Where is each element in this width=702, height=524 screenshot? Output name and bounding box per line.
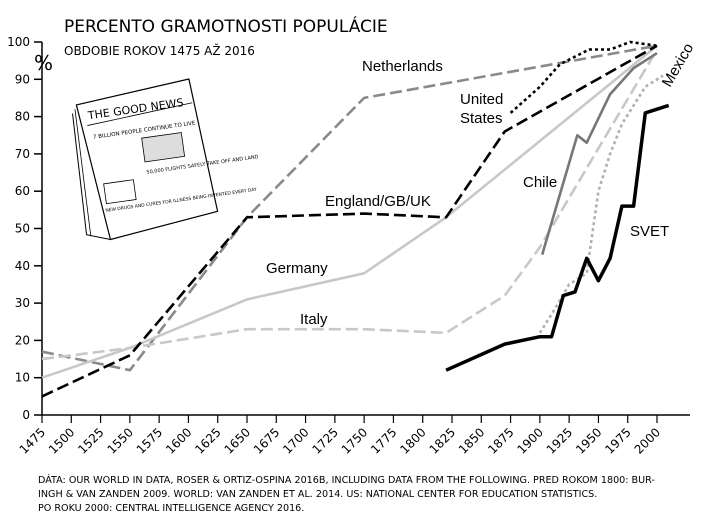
x-tick-label: 1475 [17,425,48,456]
label-mexico: Mexico [659,40,697,90]
y-tick-label: 10 [15,371,30,385]
x-tick-label: 1600 [163,425,194,456]
x-tick-label: 1750 [339,425,370,456]
x-tick-label: 1925 [544,425,575,456]
x-tick-label: 1625 [192,425,223,456]
y-tick-label: 100 [7,35,30,49]
label-netherlands: Netherlands [362,58,443,75]
y-tick-label: 50 [15,222,30,236]
label-united-states: United States [460,91,503,127]
chart-title: PERCENTO GRAMOTNOSTI POPULÁCIE [64,15,388,37]
series-line-united-states [509,40,658,114]
x-tick-label: 1800 [397,425,428,456]
series-lines [41,40,670,398]
label-svet: SVET [630,223,669,240]
x-tick-label: 1850 [456,425,487,456]
y-tick-label: 90 [15,72,30,86]
y-tick-label: 40 [15,259,30,273]
y-tick-label: 60 [15,184,30,198]
y-tick-label: 70 [15,147,30,161]
x-tick-label: 1725 [309,425,340,456]
x-tick-label: 1875 [485,425,516,456]
series-line-england-gb-uk [41,44,658,398]
x-tick-label: 1575 [134,425,165,456]
x-tick-label: 1975 [602,425,633,456]
y-tick-label: 20 [15,333,30,347]
label-chile: Chile [523,174,557,191]
x-tick-label: 1500 [46,425,77,456]
series-line-germany [41,44,658,379]
y-axis-label: % [34,51,53,75]
source-line-2: INGH & VAN ZANDEN 2009. WORLD: VAN ZANDE… [38,489,597,500]
x-tick-label: 1550 [104,425,135,456]
x-tick-label: 2000 [632,425,663,456]
x-tick-label: 1650 [222,425,253,456]
series-line-italy [41,48,659,361]
series-line-chile [540,52,658,255]
series-line-svet [445,103,670,372]
newspaper-illustration: THE GOOD NEWS 7 BILLION PEOPLE CONTINUE … [72,78,259,241]
source-line-1: DÁTA: OUR WORLD IN DATA, ROSER & ORTIZ-O… [38,473,655,486]
label-germany: Germany [266,260,328,277]
x-tick-label: 1900 [514,425,545,456]
series-line-mexico [538,74,664,334]
chart-subtitle: OBDOBIE ROKOV 1475 AŽ 2016 [64,43,255,58]
x-tick-label: 1950 [573,425,604,456]
label-italy: Italy [300,311,328,328]
x-tick-label: 1825 [427,425,458,456]
y-tick-label: 80 [15,110,30,124]
x-tick-label: 1525 [75,425,106,456]
x-tick-label: 1675 [251,425,282,456]
label-england: England/GB/UK [325,193,431,210]
y-tick-label: 0 [22,408,30,422]
source-line-3: PO ROKU 2000: CENTRAL INTELLIGENCE AGENC… [38,503,304,514]
x-tick-label: 1775 [368,425,399,456]
x-tick-label: 1700 [280,425,311,456]
y-tick-label: 30 [15,296,30,310]
